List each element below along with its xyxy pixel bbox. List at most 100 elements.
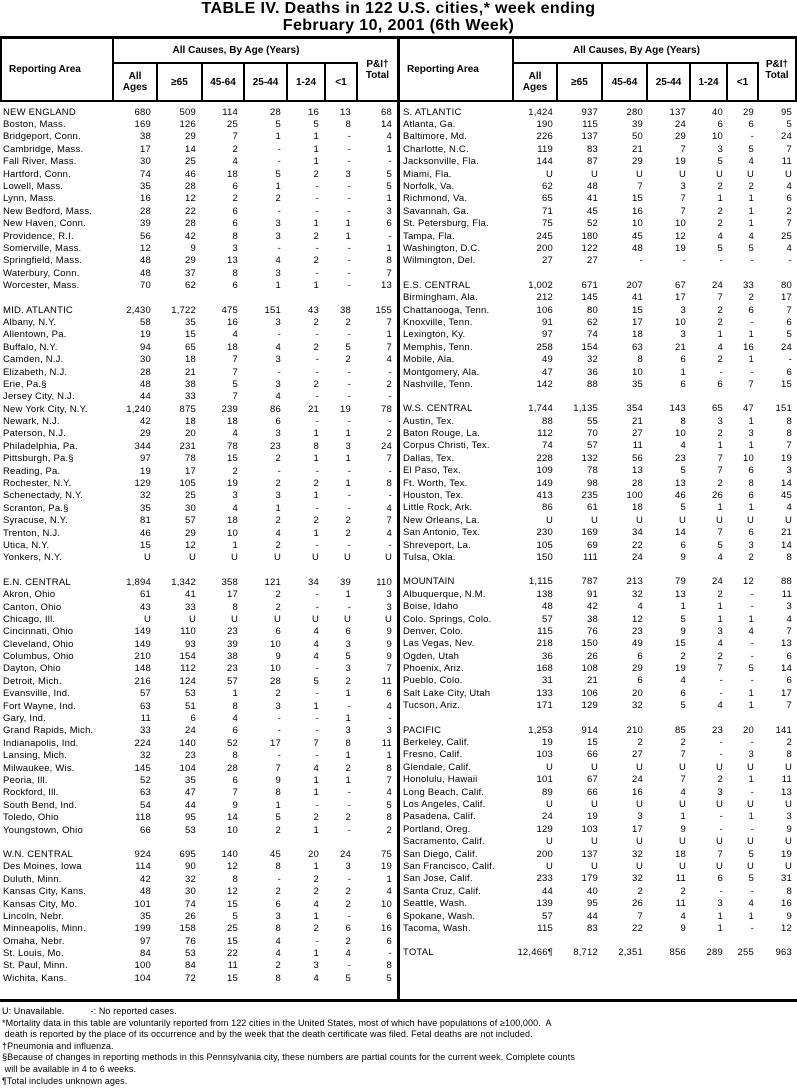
value-cell: 9 — [786, 910, 792, 922]
city-row: San Diego, Calif. 200 137 32 18 7 5 19 — [400, 848, 797, 860]
value-cell: 3 — [717, 415, 723, 427]
value-cell: 12 — [185, 539, 196, 551]
value-cell: 19 — [227, 478, 238, 490]
value-cell: 129 — [536, 823, 553, 835]
value-cell: - — [315, 688, 319, 700]
reporting-area-cell: E.N. CENTRAL — [3, 576, 71, 588]
value-cell: 2 — [275, 478, 281, 490]
value-cell: 1 — [313, 490, 319, 502]
value-cell: 10 — [632, 218, 643, 230]
footnote-line: ¶Total includes unknown ages. — [2, 1075, 128, 1086]
col-header-1-24: 1-24 — [691, 64, 728, 100]
city-row: Detroit, Mich. 216 124 57 28 5 2 11 — [0, 675, 397, 687]
value-cell: - — [315, 725, 319, 737]
value-cell: 1,342 — [171, 576, 196, 588]
value-cell: 200 — [536, 848, 553, 860]
value-cell: 1 — [386, 193, 392, 205]
value-cell: 1 — [717, 601, 723, 613]
value-cell: 8 — [748, 477, 754, 489]
value-cell: 7 — [232, 391, 238, 403]
value-cell: 11 — [381, 675, 392, 687]
value-cell: U — [311, 613, 319, 625]
city-row: Fall River, Mass. 30 25 4 - 1 - - — [0, 156, 397, 168]
reporting-area-cell: Camden, N.J. — [3, 354, 64, 366]
col-header-45-64: 45-64 — [203, 64, 245, 100]
value-cell: 2 — [313, 873, 319, 885]
value-cell: 179 — [581, 873, 598, 885]
value-cell: 20 — [632, 687, 643, 699]
reporting-area-cell: Atlanta, Ga. — [403, 119, 456, 131]
city-row: Camden, N.J. 30 18 7 3 - 2 4 — [0, 353, 397, 365]
value-cell: 142 — [536, 378, 553, 390]
value-cell: 7 — [386, 515, 392, 527]
city-row: Lowell, Mass. 35 28 6 1 - - 5 — [0, 180, 397, 192]
value-cell: - — [750, 737, 754, 749]
value-cell: 4 — [275, 341, 281, 353]
value-cell: 35 — [185, 316, 196, 328]
value-cell: 2 — [275, 589, 281, 601]
value-cell: 15 — [781, 378, 792, 390]
value-cell: 81 — [140, 515, 151, 527]
value-cell: - — [315, 205, 319, 217]
value-cell: 44 — [185, 799, 196, 811]
value-cell: 18 — [227, 341, 238, 353]
value-cell: 80 — [781, 279, 792, 291]
city-row: Cleveland, Ohio 149 93 39 10 4 3 9 — [0, 638, 397, 650]
value-cell: - — [315, 181, 319, 193]
value-cell: U — [273, 552, 281, 564]
reporting-area-cell: Denver, Colo. — [403, 625, 464, 637]
value-cell: 6 — [275, 416, 281, 428]
value-cell: - — [347, 787, 351, 799]
value-cell: 230 — [536, 527, 553, 539]
value-cell: 6 — [786, 366, 792, 378]
value-cell: 7 — [637, 910, 643, 922]
reporting-area-cell: Jersey City, N.J. — [3, 391, 75, 403]
value-cell: 24 — [632, 774, 643, 786]
city-row: Atlanta, Ga. 190 115 39 24 6 6 5 — [400, 118, 797, 130]
value-cell: - — [347, 255, 351, 267]
value-cell: 8 — [232, 750, 238, 762]
value-cell: 36 — [542, 650, 553, 662]
col-header-ge65: ≥65 — [158, 64, 203, 100]
value-cell: 3 — [275, 267, 281, 279]
value-cell: 4 — [386, 886, 392, 898]
value-cell: 2 — [717, 316, 723, 328]
value-cell: 5 — [748, 873, 754, 885]
value-cell: - — [750, 922, 754, 934]
value-cell: 7 — [313, 737, 319, 749]
value-cell: - — [277, 725, 281, 737]
reporting-area-cell: Pueblo, Colo. — [403, 675, 463, 687]
footnote-line: †Pneumonia and influenza. — [2, 1040, 114, 1051]
value-cell: 8 — [386, 960, 392, 972]
value-cell: - — [315, 354, 319, 366]
value-cell: 8,712 — [573, 947, 598, 959]
value-cell: 5 — [386, 181, 392, 193]
value-cell: 51 — [185, 700, 196, 712]
city-row: Grand Rapids, Mich. 33 24 6- -3 3 — [0, 725, 397, 737]
reporting-area-cell: Knoxville, Tenn. — [403, 316, 473, 328]
value-cell: 78 — [381, 403, 392, 415]
value-cell: 95 — [781, 106, 792, 118]
page-title: TABLE IV. Deaths in 122 U.S. cities,* we… — [0, 0, 797, 34]
value-cell: 35 — [140, 910, 151, 922]
value-cell: 15 — [632, 193, 643, 205]
value-cell: U — [678, 799, 686, 810]
value-cell: 112 — [537, 428, 553, 440]
value-cell: 6 — [680, 354, 686, 366]
city-row: Peoria, Ill. 52 35 6 9 1 1 7 — [0, 774, 397, 786]
value-cell: 3 — [232, 490, 238, 502]
reporting-area-cell: Tacoma, Wash. — [403, 922, 471, 934]
value-cell: 6 — [786, 650, 792, 662]
value-cell: 3 — [345, 440, 351, 452]
value-cell: 140 — [221, 848, 238, 860]
city-row: Seattle, Wash. 139 95 26 11 3 4 16 — [400, 897, 797, 909]
value-cell: 19 — [781, 452, 792, 464]
value-cell: 5 — [232, 378, 238, 390]
value-cell: 475 — [221, 304, 238, 316]
reporting-area-cell: Miami, Fla. — [403, 168, 452, 180]
value-cell: U — [590, 168, 598, 180]
value-cell: 226 — [536, 131, 553, 143]
value-cell: U — [784, 860, 792, 872]
city-row: Corpus Christi, Tex. 74 57 11 4 1 1 7 — [400, 440, 797, 452]
value-cell: 18 — [632, 329, 643, 341]
